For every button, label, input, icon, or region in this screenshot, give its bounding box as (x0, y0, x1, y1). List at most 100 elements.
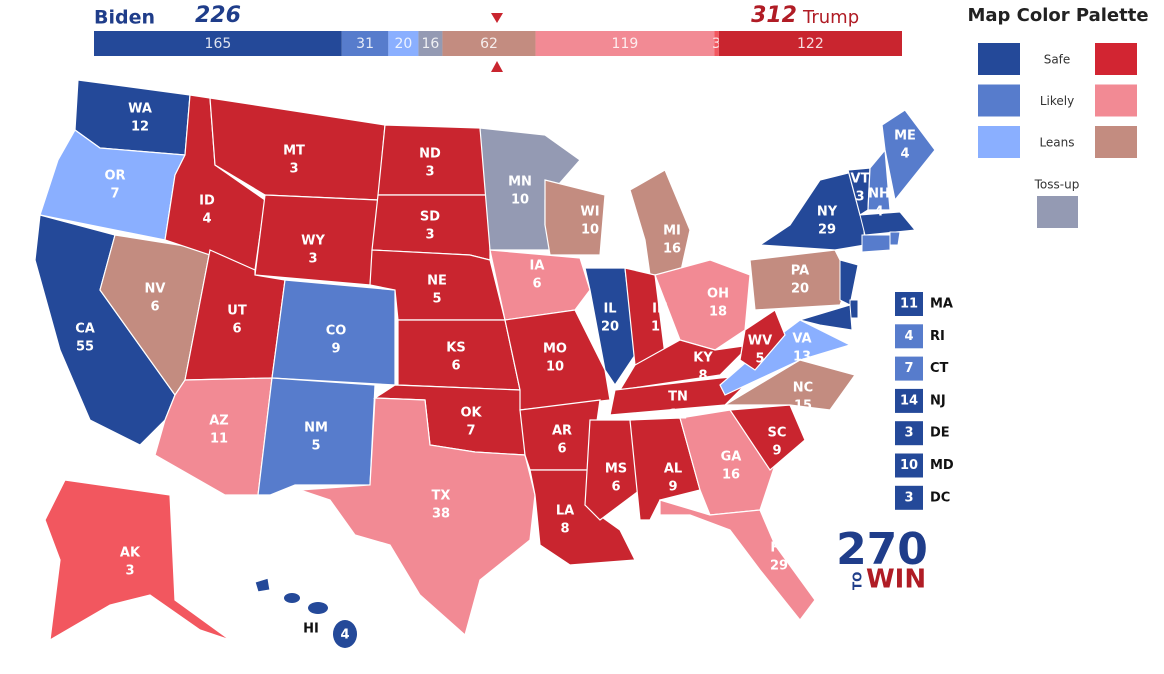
small-state-ev: 14 (900, 393, 918, 408)
small-state-ev: 7 (904, 361, 913, 376)
logo-number: 270 (836, 524, 928, 575)
state-ev: 8 (560, 522, 569, 537)
state-ev: 6 (232, 322, 241, 337)
legend-swatch (1037, 196, 1078, 228)
state (609, 374, 757, 416)
legend-swatch (1095, 43, 1137, 75)
marker (491, 13, 503, 23)
small-state-abbr: NJ (930, 393, 946, 408)
state (629, 169, 691, 276)
state-ev: 6 (150, 300, 159, 315)
small-state-ev: 4 (904, 329, 913, 344)
state-ev: 6 (451, 359, 460, 374)
state (889, 231, 901, 246)
state-ev: 4 (900, 147, 909, 162)
small-state-ev: 3 (904, 426, 913, 441)
state (654, 259, 751, 351)
state (867, 148, 891, 211)
state-ev: 15 (794, 399, 812, 414)
left-name: Biden (94, 7, 155, 29)
state-ev: 9 (668, 480, 677, 495)
state-abbr: IL (603, 302, 616, 317)
state-ev: 3 (125, 564, 134, 579)
bar-segment (341, 31, 389, 56)
state-abbr: AR (552, 424, 572, 439)
state-abbr: PA (791, 264, 809, 279)
state (839, 259, 859, 306)
state-abbr: SD (420, 210, 440, 225)
legend-swatch (978, 126, 1020, 158)
bar-label: 62 (480, 36, 498, 52)
state-ev: 4 (202, 212, 211, 227)
bar-segment (714, 31, 719, 56)
state-abbr: MI (663, 224, 681, 239)
state-abbr: HI (303, 622, 319, 637)
state-abbr: ME (894, 129, 916, 144)
small-state-ev: 11 (900, 297, 918, 312)
bar-label: 165 (205, 36, 232, 52)
state-ev: 3 (289, 162, 298, 177)
state-abbr: NE (427, 274, 447, 289)
state-ev: 6 (557, 442, 566, 457)
state (254, 577, 271, 593)
state-ev: 10 (546, 360, 564, 375)
bar-label: 119 (612, 36, 639, 52)
map (34, 79, 936, 648)
bar-label: 31 (356, 36, 374, 52)
state-abbr: SC (768, 426, 787, 441)
legend-label: Toss-up (1034, 178, 1080, 192)
state-ev: 16 (722, 468, 740, 483)
bar-segment (388, 31, 419, 56)
state-abbr: AZ (209, 414, 229, 429)
state (308, 602, 328, 614)
state (504, 309, 611, 411)
legend-swatch (978, 43, 1020, 75)
state-ev: 7 (110, 187, 119, 202)
state (798, 304, 853, 331)
state-abbr: UT (227, 304, 247, 319)
state-ev: 18 (709, 305, 727, 320)
legend-swatch (978, 84, 1020, 117)
small-state-box (895, 453, 923, 478)
state-ev: 6 (611, 480, 620, 495)
state-abbr: MO (543, 342, 567, 357)
state (284, 593, 300, 603)
legend-swatch (1095, 126, 1137, 158)
state-ev: 20 (601, 320, 619, 335)
state-abbr: NV (145, 282, 166, 297)
small-state-abbr: MD (930, 458, 954, 473)
state-ev: 6 (532, 277, 541, 292)
state-abbr: CA (75, 322, 95, 337)
state-ev: 11 (210, 432, 228, 447)
bar-segment (442, 31, 536, 56)
state-abbr: OH (707, 287, 729, 302)
bar-segment (535, 31, 715, 56)
state-abbr: AL (664, 462, 682, 477)
state-abbr: MN (508, 175, 532, 190)
state-ev: 4 (874, 205, 883, 220)
legend-label: Likely (1040, 94, 1074, 108)
right-name: Trump (802, 7, 859, 28)
small-state-box (895, 356, 923, 381)
state-abbr: GA (721, 450, 742, 465)
state-ev: 29 (770, 559, 788, 574)
state (659, 499, 816, 621)
state-abbr: WA (128, 102, 152, 117)
state-ev: 7 (466, 424, 475, 439)
state-abbr: WY (301, 234, 325, 249)
state-ev: 13 (793, 350, 811, 365)
state-abbr: KY (693, 351, 713, 366)
small-state-abbr: DE (930, 426, 950, 441)
state-ev: 11 (651, 320, 669, 335)
state-ev: 10 (581, 223, 599, 238)
state-abbr: AK (120, 546, 141, 561)
state-abbr: VT (851, 172, 870, 187)
state-abbr: NH (868, 187, 890, 202)
state-abbr: TN (668, 390, 688, 405)
small-state-box (895, 421, 923, 446)
state-ev: 3 (425, 228, 434, 243)
bar-label: 122 (797, 36, 824, 52)
small-state-abbr: MA (930, 297, 953, 312)
state-abbr: WV (748, 334, 772, 349)
small-state-ev: 10 (900, 458, 918, 473)
